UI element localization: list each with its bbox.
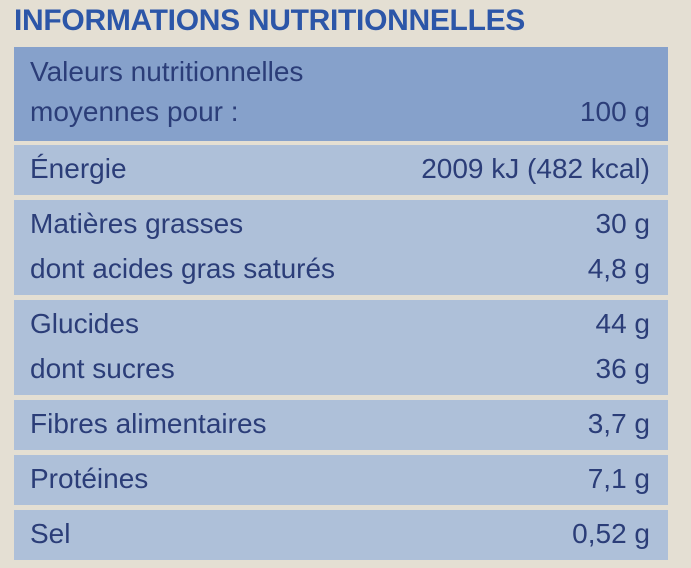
nutrient-value: 0,52 g <box>572 518 650 549</box>
nutrient-label: Protéines <box>30 463 149 494</box>
nutrient-value: 36 g <box>595 353 651 384</box>
row-line: dont acides gras saturés 4,8 g <box>30 249 650 289</box>
nutrient-label: Sel <box>30 518 71 549</box>
table-row: Glucides 44 g dont sucres 36 g <box>14 300 668 395</box>
table-row: Protéines 7,1 g <box>14 455 668 505</box>
row-line: Glucides 44 g <box>30 304 650 344</box>
header-label: Valeurs nutritionnelles <box>30 56 304 87</box>
header-line: Valeurs nutritionnelles <box>30 52 650 92</box>
nutrient-label: Énergie <box>30 153 127 184</box>
table-row: Énergie 2009 kJ (482 kcal) <box>14 145 668 195</box>
header-line: moyennes pour : 100 g <box>30 92 650 132</box>
nutrient-value: 44 g <box>595 308 651 339</box>
nutrition-table: Valeurs nutritionnelles moyennes pour : 1… <box>14 47 668 560</box>
header-label: moyennes pour : <box>30 96 239 127</box>
nutrient-label: dont sucres <box>30 353 175 384</box>
row-line: Sel 0,52 g <box>30 514 650 554</box>
title: INFORMATIONS NUTRITIONNELLES <box>14 4 526 37</box>
nutrient-label: Fibres alimentaires <box>30 408 267 439</box>
table-row: Sel 0,52 g <box>14 510 668 560</box>
row-line: Fibres alimentaires 3,7 g <box>30 404 650 444</box>
row-line: Énergie 2009 kJ (482 kcal) <box>30 149 650 189</box>
row-line: dont sucres 36 g <box>30 349 650 389</box>
header-value: 100 g <box>579 96 650 127</box>
nutrient-value: 7,1 g <box>587 463 650 494</box>
table-header: Valeurs nutritionnelles moyennes pour : 1… <box>14 47 668 141</box>
nutrient-label: dont acides gras saturés <box>30 253 336 284</box>
nutrient-value: 2009 kJ (482 kcal) <box>421 153 650 184</box>
nutrient-value: 30 g <box>595 208 651 239</box>
nutrient-label: Glucides <box>30 308 139 339</box>
table-row: Matières grasses 30 g dont acides gras sat… <box>14 200 668 295</box>
nutrient-value: 4,8 g <box>587 253 650 284</box>
nutrient-value: 3,7 g <box>587 408 650 439</box>
table-row: Fibres alimentaires 3,7 g <box>14 400 668 450</box>
row-line: Protéines 7,1 g <box>30 459 650 499</box>
nutrient-label: Matières grasses <box>30 208 244 239</box>
row-line: Matières grasses 30 g <box>30 204 650 244</box>
